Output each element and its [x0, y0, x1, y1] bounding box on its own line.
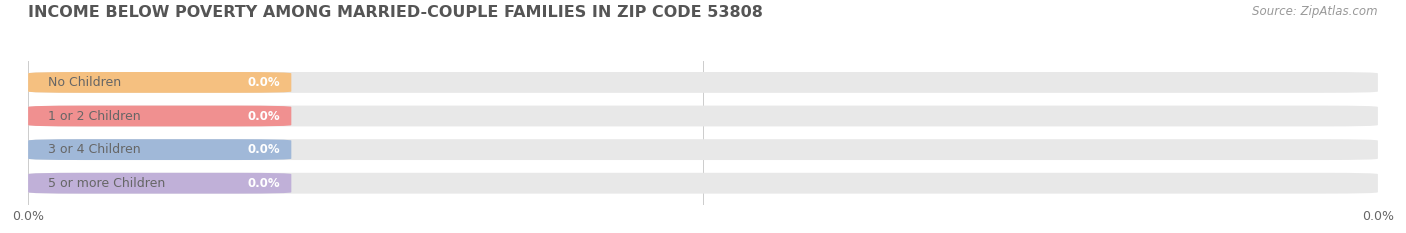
Text: No Children: No Children [48, 76, 121, 89]
Text: 1 or 2 Children: 1 or 2 Children [48, 110, 141, 123]
FancyBboxPatch shape [28, 139, 291, 160]
Text: Source: ZipAtlas.com: Source: ZipAtlas.com [1253, 5, 1378, 18]
Text: 3 or 4 Children: 3 or 4 Children [48, 143, 141, 156]
Text: 0.0%: 0.0% [247, 110, 281, 123]
FancyBboxPatch shape [28, 106, 1378, 127]
FancyBboxPatch shape [28, 139, 1378, 160]
Text: 0.0%: 0.0% [247, 143, 281, 156]
FancyBboxPatch shape [28, 72, 291, 93]
Text: 0.0%: 0.0% [247, 76, 281, 89]
Text: 5 or more Children: 5 or more Children [48, 177, 166, 190]
FancyBboxPatch shape [28, 72, 1378, 93]
Text: INCOME BELOW POVERTY AMONG MARRIED-COUPLE FAMILIES IN ZIP CODE 53808: INCOME BELOW POVERTY AMONG MARRIED-COUPL… [28, 5, 763, 20]
FancyBboxPatch shape [28, 106, 291, 127]
FancyBboxPatch shape [28, 173, 1378, 194]
FancyBboxPatch shape [28, 173, 291, 194]
Text: 0.0%: 0.0% [247, 177, 281, 190]
